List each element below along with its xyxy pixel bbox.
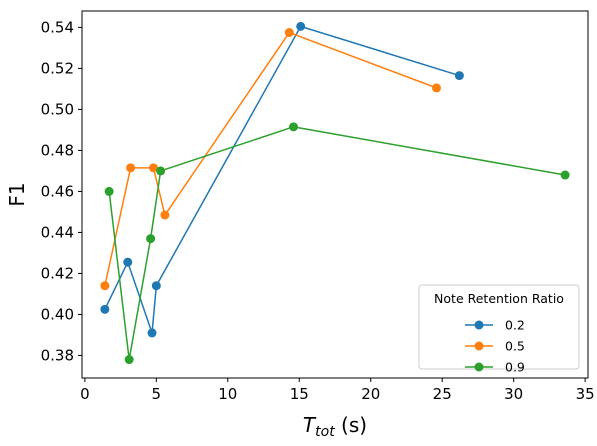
data-point — [126, 163, 136, 173]
x-tick-label: 10 — [218, 385, 237, 403]
data-point — [104, 186, 114, 196]
data-point — [100, 281, 110, 291]
series-0.2 — [100, 21, 464, 338]
data-point — [160, 210, 170, 220]
data-point — [147, 328, 157, 338]
legend-entry: 0.5 — [465, 339, 525, 354]
data-point — [296, 21, 306, 31]
x-tick-label: 5 — [152, 385, 162, 403]
x-tick-label: 0 — [80, 385, 90, 403]
legend: Note Retention Ratio 0.2 0.5 0.9 — [418, 284, 580, 375]
x-axis-label: Ttot (s) — [303, 413, 367, 440]
x-axis-label-unit: (s) — [335, 413, 367, 437]
legend-marker — [474, 341, 484, 351]
y-tick-label: 0.50 — [41, 100, 74, 118]
y-tick-label: 0.40 — [41, 305, 74, 323]
y-tick-label: 0.54 — [41, 18, 74, 36]
legend-box — [418, 284, 580, 370]
series-line — [104, 31, 437, 286]
x-axis: 0 5 10 15 20 25 30 35 — [80, 378, 595, 403]
legend-label: 0.9 — [505, 360, 525, 375]
x-tick-label: 20 — [361, 385, 380, 403]
y-tick-label: 0.46 — [41, 182, 74, 200]
y-axis: 0.38 0.40 0.42 0.44 0.46 0.48 0.50 0.52 0.54 — [41, 18, 82, 364]
x-tick-label: 30 — [504, 385, 523, 403]
data-point — [560, 170, 570, 180]
x-axis-label-main: T — [303, 413, 317, 437]
x-tick-label: 35 — [576, 385, 595, 403]
x-axis-label-sub: tot — [315, 424, 335, 440]
series-0.9 — [104, 122, 570, 365]
legend-marker — [474, 320, 484, 330]
data-point — [146, 234, 156, 244]
data-point — [454, 71, 464, 81]
legend-entry: 0.2 — [465, 318, 525, 333]
y-tick-label: 0.44 — [41, 223, 74, 241]
plot-frame — [81, 10, 589, 379]
data-point — [100, 304, 110, 314]
data-point — [124, 355, 134, 365]
data-point — [156, 166, 166, 176]
y-tick-label: 0.42 — [41, 264, 74, 282]
legend-label: 0.5 — [505, 339, 525, 354]
legend-entry: 0.9 — [465, 360, 525, 375]
legend-title: Note Retention Ratio — [434, 291, 564, 306]
series-line — [104, 25, 460, 334]
y-tick-label: 0.52 — [41, 59, 74, 77]
data-point — [284, 28, 294, 38]
series-line — [108, 126, 566, 360]
series-0.5 — [100, 28, 441, 291]
y-tick-label: 0.48 — [41, 141, 74, 159]
legend-marker — [474, 362, 484, 372]
y-tick-label: 0.38 — [41, 346, 74, 364]
series-layer — [100, 21, 570, 365]
y-axis-label: F1 — [5, 182, 29, 206]
plot-area — [81, 10, 589, 379]
x-tick-label: 25 — [433, 385, 452, 403]
legend-label: 0.2 — [505, 318, 525, 333]
data-point — [148, 163, 158, 173]
data-point — [431, 83, 441, 93]
legend-entries: 0.2 0.5 0.9 — [465, 318, 525, 375]
data-point — [151, 281, 161, 291]
x-tick-label: 15 — [290, 385, 309, 403]
data-point — [289, 122, 299, 132]
data-point — [123, 257, 133, 267]
